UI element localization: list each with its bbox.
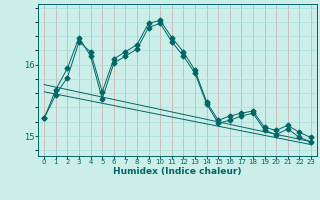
X-axis label: Humidex (Indice chaleur): Humidex (Indice chaleur) <box>113 167 242 176</box>
